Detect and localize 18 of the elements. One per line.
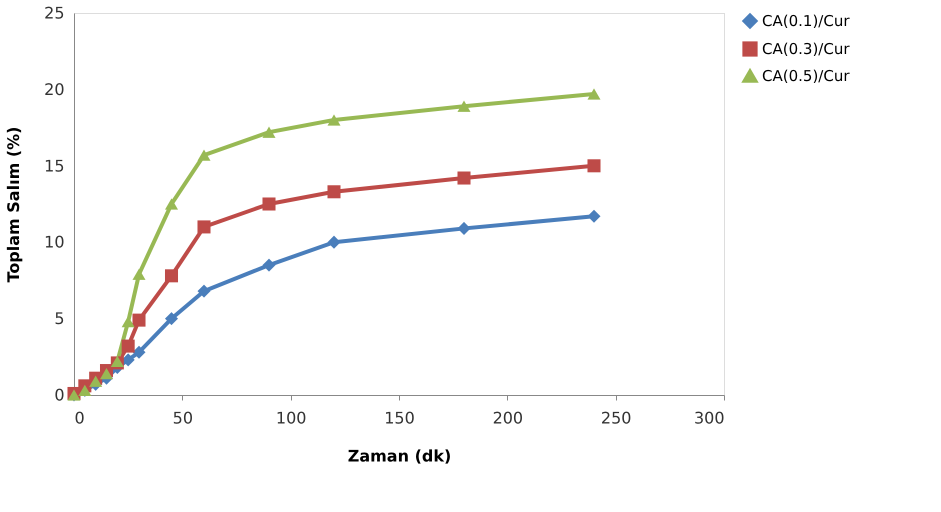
x-tick-label: 300 (694, 408, 724, 428)
legend-label: CA(0.1)/Cur (762, 12, 850, 30)
x-tick-label: 0 (74, 408, 85, 428)
y-tick-label: 20 (44, 80, 64, 99)
x-tick-label: 50 (172, 408, 194, 428)
y-tick-label: 25 (44, 4, 64, 22)
y-tick-label: 0 (54, 386, 64, 404)
x-tick-label: 250 (600, 408, 632, 428)
legend-label: CA(0.5)/Cur (762, 67, 850, 85)
x-tick-label: 150 (384, 408, 415, 428)
x-tick-label: 200 (492, 408, 524, 428)
y-tick-label: 5 (54, 309, 64, 328)
y-tick-label: 10 (44, 232, 64, 252)
y-axis-title: Toplam Salım (%) (4, 126, 24, 282)
x-axis-title: Zaman (dk) (348, 446, 452, 466)
y-tick-label: 15 (44, 156, 64, 176)
legend-label: CA(0.3)/Cur (762, 40, 850, 58)
x-tick-label: 100 (276, 408, 306, 428)
